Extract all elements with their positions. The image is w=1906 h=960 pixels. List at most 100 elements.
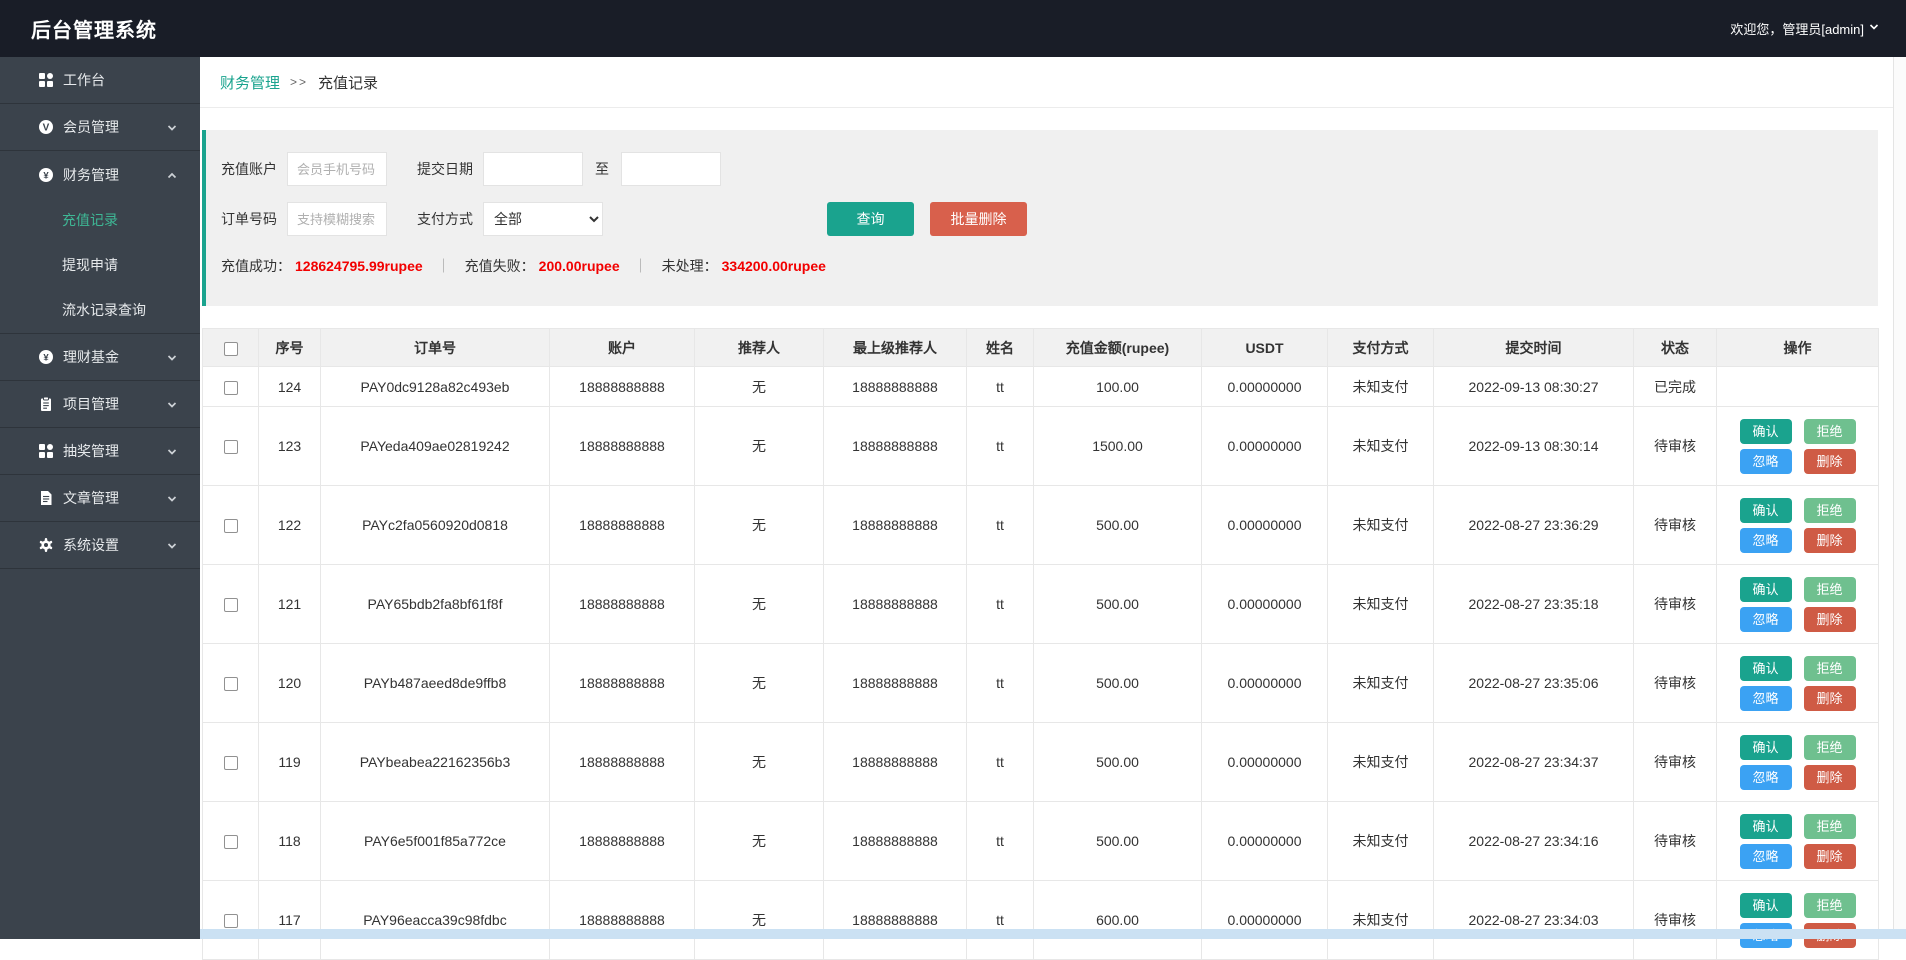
cell-usdt: 0.00000000 (1201, 564, 1328, 644)
sidebar-subitem[interactable]: 充值记录 (62, 212, 118, 228)
cell-referrer: 无 (694, 406, 824, 486)
cell-time: 2022-08-27 23:34:37 (1433, 722, 1634, 802)
sidebar-item-4[interactable]: ¥ 理财基金 (0, 334, 200, 381)
sidebar-subitem[interactable]: 流水记录查询 (62, 302, 146, 318)
sidebar-item-3[interactable]: ¥ 财务管理 (0, 151, 200, 198)
confirm-button[interactable]: 确认 (1739, 655, 1792, 681)
row-actions: 确认拒绝忽略删除 (1718, 645, 1878, 722)
ignore-button[interactable]: 忽略 (1739, 448, 1792, 474)
cell-status: 待审核 (1633, 722, 1717, 802)
pay-method-select[interactable]: 全部 (483, 202, 603, 236)
cell-order: PAYb487aeed8de9ffb8 (320, 643, 550, 723)
breadcrumb-current: 充值记录 (318, 74, 379, 92)
delete-button[interactable]: 删除 (1803, 606, 1856, 632)
confirm-button[interactable]: 确认 (1739, 813, 1792, 839)
date-from-input[interactable] (483, 152, 583, 186)
table-row: 117 PAY96eacca39c98fdbc 18888888888 无 188888… (202, 880, 1879, 960)
top-header: 后台管理系统 欢迎您，管理员[admin] (0, 0, 1906, 57)
delete-button[interactable]: 删除 (1803, 764, 1856, 790)
checkbox-cell (202, 801, 259, 881)
ignore-button[interactable]: 忽略 (1739, 685, 1792, 711)
row-checkbox[interactable] (223, 380, 238, 395)
confirm-button[interactable]: 确认 (1739, 418, 1792, 444)
reject-button[interactable]: 拒绝 (1803, 655, 1856, 681)
cell-time: 2022-08-27 23:35:06 (1433, 643, 1634, 723)
ignore-button[interactable]: 忽略 (1739, 843, 1792, 869)
ignore-button[interactable]: 忽略 (1739, 606, 1792, 632)
chevron-down-icon (166, 492, 178, 508)
row-checkbox[interactable] (223, 598, 238, 613)
column-header: 订单号 (320, 328, 550, 367)
table-row: 122 PAYc2fa0560920d0818 18888888888 无 188888… (202, 485, 1879, 565)
cell-order: PAY96eacca39c98fdbc (320, 880, 550, 960)
cell-actions: 确认拒绝忽略删除 (1716, 406, 1879, 486)
header-checkbox-cell (202, 328, 259, 367)
cell-actions: 确认拒绝忽略删除 (1716, 801, 1879, 881)
dashboard-icon (38, 72, 54, 88)
sidebar-subitem[interactable]: 提现申请 (62, 257, 118, 273)
sidebar-item-7[interactable]: 文章管理 (0, 475, 200, 522)
order-number-label: 订单号码 (221, 211, 277, 227)
table-row: 124 PAY0dc9128a82c493eb 18888888888 无 188888… (202, 366, 1879, 407)
checkbox-cell (202, 564, 259, 644)
cell-referrer: 无 (694, 643, 824, 723)
horizontal-scrollbar[interactable] (200, 929, 1906, 939)
confirm-button[interactable]: 确认 (1739, 734, 1792, 760)
reject-button[interactable]: 拒绝 (1803, 734, 1856, 760)
cell-pay_method: 未知支付 (1327, 722, 1434, 802)
select-all-checkbox[interactable] (223, 341, 238, 356)
breadcrumb-parent-link[interactable]: 财务管理 (220, 74, 281, 92)
reject-button[interactable]: 拒绝 (1803, 497, 1856, 523)
delete-button[interactable]: 删除 (1803, 843, 1856, 869)
delete-button[interactable]: 删除 (1803, 448, 1856, 474)
row-checkbox[interactable] (223, 440, 238, 455)
finance-icon: ¥ (38, 167, 54, 183)
user-menu[interactable]: 欢迎您，管理员[admin] (1730, 19, 1880, 38)
cell-name: tt (966, 366, 1034, 407)
row-checkbox[interactable] (223, 519, 238, 534)
sidebar-item-6[interactable]: 抽奖管理 (0, 428, 200, 475)
confirm-button[interactable]: 确认 (1739, 892, 1792, 918)
recharge-account-input[interactable] (287, 152, 387, 186)
sidebar-item-label: 文章管理 (63, 490, 119, 506)
row-checkbox[interactable] (223, 756, 238, 771)
row-checkbox[interactable] (223, 835, 238, 850)
cell-account: 18888888888 (549, 564, 695, 644)
cell-name: tt (966, 485, 1034, 565)
svg-text:V: V (43, 123, 50, 134)
cell-referrer: 无 (694, 722, 824, 802)
confirm-button[interactable]: 确认 (1739, 497, 1792, 523)
cell-referrer: 无 (694, 485, 824, 565)
order-number-input[interactable] (287, 202, 387, 236)
batch-delete-button[interactable]: 批量删除 (930, 202, 1027, 236)
row-checkbox[interactable] (223, 677, 238, 692)
reject-button[interactable]: 拒绝 (1803, 813, 1856, 839)
cell-account: 18888888888 (549, 801, 695, 881)
cell-time: 2022-08-27 23:35:18 (1433, 564, 1634, 644)
confirm-button[interactable]: 确认 (1739, 576, 1792, 602)
cell-account: 18888888888 (549, 643, 695, 723)
reject-button[interactable]: 拒绝 (1803, 418, 1856, 444)
project-icon (38, 396, 54, 412)
reject-button[interactable]: 拒绝 (1803, 892, 1856, 918)
reject-button[interactable]: 拒绝 (1803, 576, 1856, 602)
delete-button[interactable]: 删除 (1803, 685, 1856, 711)
date-to-input[interactable] (621, 152, 721, 186)
search-button[interactable]: 查询 (827, 202, 914, 236)
sidebar-item-8[interactable]: 系统设置 (0, 522, 200, 569)
vertical-scrollbar[interactable] (1893, 57, 1906, 939)
cell-pay_method: 未知支付 (1327, 801, 1434, 881)
delete-button[interactable]: 删除 (1803, 527, 1856, 553)
column-header: 操作 (1716, 328, 1879, 367)
sidebar-item-2[interactable]: V 会员管理 (0, 104, 200, 151)
ignore-button[interactable]: 忽略 (1739, 527, 1792, 553)
cell-name: tt (966, 722, 1034, 802)
cell-name: tt (966, 643, 1034, 723)
ignore-button[interactable]: 忽略 (1739, 764, 1792, 790)
sidebar-item-1[interactable]: 工作台 (0, 57, 200, 104)
row-checkbox[interactable] (223, 914, 238, 929)
chevron-down-icon (166, 351, 178, 367)
sidebar-item-5[interactable]: 项目管理 (0, 381, 200, 428)
cell-usdt: 0.00000000 (1201, 801, 1328, 881)
cell-account: 18888888888 (549, 722, 695, 802)
